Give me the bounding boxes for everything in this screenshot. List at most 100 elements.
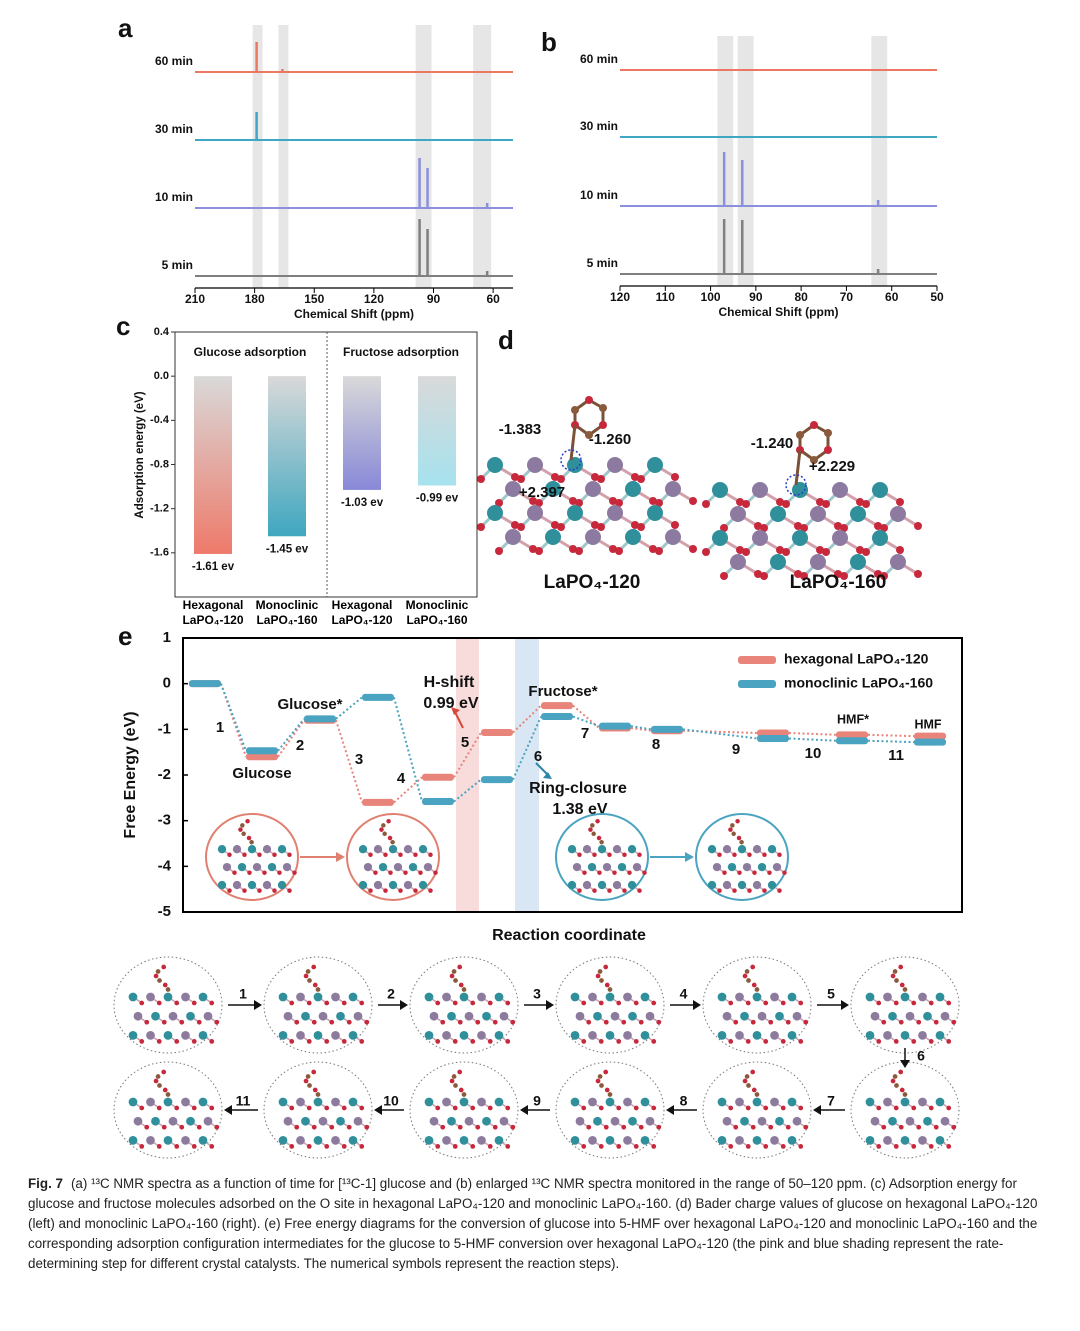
atom: [146, 1031, 155, 1040]
atom: [768, 1124, 774, 1130]
atom: [435, 1039, 441, 1044]
atom: [368, 888, 373, 893]
atom: [946, 1039, 952, 1044]
atom: [595, 1078, 601, 1084]
atom: [209, 1144, 215, 1149]
atom: [289, 1039, 295, 1044]
atom: [278, 1031, 288, 1040]
atom: [689, 545, 697, 553]
atom: [916, 1019, 922, 1025]
atom: [599, 404, 607, 412]
atom: [289, 1000, 295, 1006]
arrow-head: [400, 1000, 408, 1010]
category-label: Monoclinic LaPO₄-160: [255, 598, 319, 627]
atom: [359, 1144, 365, 1149]
atom: [329, 1124, 335, 1130]
atom: [633, 1000, 639, 1006]
step-label: 6: [917, 1048, 925, 1064]
highlight-band: [871, 36, 888, 286]
atom: [527, 505, 543, 521]
atom: [800, 572, 808, 580]
step-label: 5: [461, 734, 469, 751]
atom: [792, 1011, 802, 1021]
atom: [720, 572, 728, 580]
y-tick-label: -1: [158, 720, 171, 737]
atom: [282, 862, 292, 872]
atom: [151, 1011, 160, 1021]
atom: [429, 1011, 439, 1021]
atom: [733, 1124, 739, 1130]
arrow-head: [685, 852, 694, 862]
atom: [638, 1124, 644, 1130]
atom: [750, 1124, 756, 1130]
atom: [876, 1144, 882, 1149]
atom: [442, 1031, 451, 1040]
atom: [156, 1039, 162, 1044]
atom: [156, 1144, 162, 1149]
atom: [763, 1105, 769, 1111]
binding-site: [560, 449, 582, 471]
atom: [810, 421, 818, 429]
atom: [605, 1136, 615, 1145]
x-tick-label: 60: [486, 292, 500, 306]
atom: [155, 969, 161, 974]
atom: [494, 1031, 504, 1040]
atom: [324, 1144, 330, 1149]
category-label-box: Monoclinic LaPO₄-160: [255, 598, 319, 627]
intermediate-frame: [555, 956, 665, 1054]
atom: [914, 570, 922, 578]
structure-label: LaPO₄-160: [790, 572, 887, 593]
atom: [730, 823, 735, 828]
x-tick-label: 90: [749, 290, 763, 304]
atom: [161, 1069, 167, 1075]
atom: [798, 1144, 804, 1149]
atom: [767, 845, 777, 854]
atom: [747, 852, 752, 858]
atom: [287, 888, 292, 893]
atom: [712, 482, 728, 498]
connector: [453, 778, 482, 803]
arrow-head: [451, 707, 460, 715]
atom: [139, 1144, 145, 1149]
atom: [424, 1031, 434, 1040]
atom: [449, 973, 455, 979]
atom: [287, 852, 292, 858]
atom: [475, 1124, 481, 1130]
atom: [597, 969, 603, 974]
atom: [651, 1144, 657, 1149]
atom: [289, 1144, 295, 1149]
atom: [461, 1092, 467, 1097]
atom: [278, 1136, 288, 1145]
atom: [257, 888, 262, 893]
atom: [599, 839, 604, 845]
atom: [605, 1097, 615, 1107]
atom: [198, 1097, 208, 1107]
atom: [174, 1039, 180, 1044]
atom: [393, 862, 403, 872]
atom: [353, 1116, 363, 1126]
atom: [232, 870, 237, 875]
atom: [757, 1116, 767, 1126]
energy-level: [481, 729, 513, 737]
atom: [181, 1097, 190, 1107]
atom: [315, 1092, 321, 1097]
atom: [900, 1031, 910, 1040]
atom: [638, 1019, 644, 1025]
atom: [810, 554, 826, 570]
atom: [383, 852, 388, 858]
atom: [832, 482, 848, 498]
atom: [951, 1124, 957, 1130]
atom: [545, 529, 561, 545]
atom: [242, 852, 247, 858]
atom: [918, 1031, 927, 1040]
atom: [418, 845, 428, 854]
highlight-band: [737, 36, 754, 286]
atom: [296, 1031, 305, 1040]
atom: [459, 1031, 469, 1040]
atom: [603, 1124, 609, 1130]
atom: [747, 888, 752, 893]
atom: [607, 987, 613, 992]
atom: [777, 852, 782, 858]
y-tick-label: -0.8: [150, 458, 169, 470]
intermediate-frame: [409, 1061, 519, 1159]
